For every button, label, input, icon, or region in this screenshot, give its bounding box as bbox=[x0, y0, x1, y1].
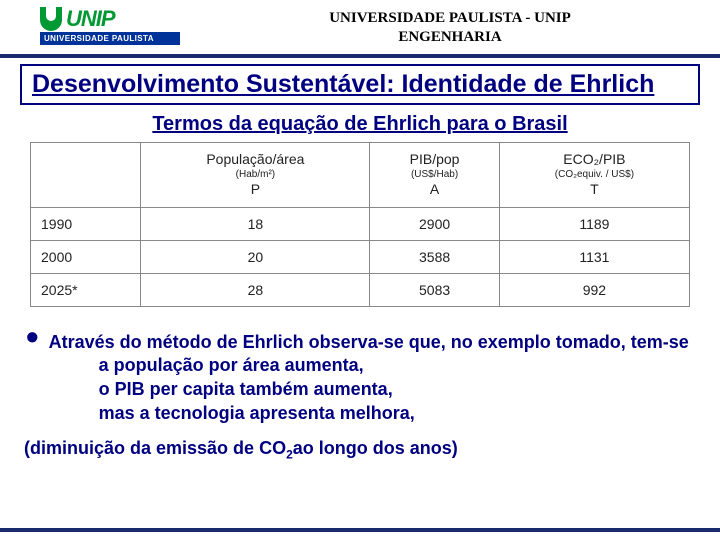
bullet-line4: mas a tecnologia apresenta melhora, bbox=[49, 402, 689, 426]
header-title-line1: UNIVERSIDADE PAULISTA - UNIP bbox=[200, 9, 700, 28]
th-p-main: População/área bbox=[147, 151, 363, 169]
footer-line: (diminuição da emissão de CO2ao longo do… bbox=[24, 438, 696, 462]
bullet-line3: o PIB per capita também aumenta, bbox=[49, 378, 689, 402]
cell-t: 1189 bbox=[499, 207, 689, 240]
table-row: 2025*285083992 bbox=[31, 273, 690, 306]
th-t-sym: T bbox=[506, 181, 683, 199]
bullet-block: • Através do método de Ehrlich observa-s… bbox=[26, 331, 696, 426]
bottom-divider bbox=[0, 528, 720, 532]
cell-year: 2025* bbox=[31, 273, 141, 306]
bullet-line2: a população por área aumenta, bbox=[49, 354, 689, 378]
logo-subtitle: UNIVERSIDADE PAULISTA bbox=[40, 32, 180, 45]
cell-a: 3588 bbox=[370, 240, 499, 273]
th-p-sub: (Hab/m²) bbox=[147, 169, 363, 182]
slide-title: Desenvolvimento Sustentável: Identidade … bbox=[20, 64, 700, 105]
footer-post: ao longo dos anos) bbox=[293, 438, 458, 458]
slide-subtitle: Termos da equação de Ehrlich para o Bras… bbox=[0, 113, 720, 136]
logo-mark-icon bbox=[40, 7, 62, 31]
th-a: PIB/pop (US$/Hab) A bbox=[370, 143, 499, 208]
header-title: UNIVERSIDADE PAULISTA - UNIP ENGENHARIA bbox=[200, 9, 700, 47]
th-a-sym: A bbox=[376, 181, 492, 199]
header: UNIP UNIVERSIDADE PAULISTA UNIVERSIDADE … bbox=[0, 0, 720, 52]
table-header-row: População/área (Hab/m²) P PIB/pop (US$/H… bbox=[31, 143, 690, 208]
th-a-main: PIB/pop bbox=[376, 151, 492, 169]
header-title-line2: ENGENHARIA bbox=[200, 28, 700, 47]
top-divider bbox=[0, 54, 720, 58]
bullet-icon: • bbox=[26, 331, 39, 344]
bullet-text: Através do método de Ehrlich observa-se … bbox=[49, 331, 689, 426]
cell-a: 2900 bbox=[370, 207, 499, 240]
cell-year: 2000 bbox=[31, 240, 141, 273]
table-row: 20002035881131 bbox=[31, 240, 690, 273]
th-p: População/área (Hab/m²) P bbox=[141, 143, 370, 208]
ehrlich-table: População/área (Hab/m²) P PIB/pop (US$/H… bbox=[30, 142, 690, 307]
th-a-sub: (US$/Hab) bbox=[376, 169, 492, 182]
th-p-sym: P bbox=[147, 181, 363, 199]
cell-year: 1990 bbox=[31, 207, 141, 240]
cell-t: 992 bbox=[499, 273, 689, 306]
logo-wordmark: UNIP bbox=[66, 6, 115, 32]
cell-t: 1131 bbox=[499, 240, 689, 273]
th-t-sub: (CO₂equiv. / US$) bbox=[506, 169, 683, 182]
cell-a: 5083 bbox=[370, 273, 499, 306]
footer-sub: 2 bbox=[286, 447, 293, 461]
table-row: 19901829001189 bbox=[31, 207, 690, 240]
th-t: ECO₂/PIB (CO₂equiv. / US$) T bbox=[499, 143, 689, 208]
footer-pre: (diminuição da emissão de CO bbox=[24, 438, 286, 458]
th-t-main: ECO₂/PIB bbox=[506, 151, 683, 169]
unip-logo: UNIP UNIVERSIDADE PAULISTA bbox=[40, 6, 180, 50]
cell-p: 28 bbox=[141, 273, 370, 306]
th-empty bbox=[31, 143, 141, 208]
bullet-line1: Através do método de Ehrlich observa-se … bbox=[49, 331, 689, 355]
cell-p: 18 bbox=[141, 207, 370, 240]
cell-p: 20 bbox=[141, 240, 370, 273]
